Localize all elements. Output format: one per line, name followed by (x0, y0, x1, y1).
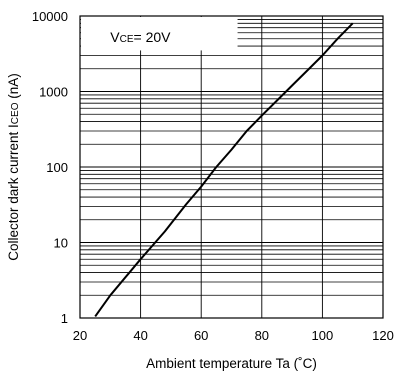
series-group (94, 22, 354, 317)
x-axis-label: Ambient temperature Ta (˚C) (146, 356, 317, 371)
y-axis-label-end: (nA) (6, 73, 21, 102)
x-tick-label-60: 60 (194, 328, 208, 343)
plot-frame (79, 15, 384, 319)
y-tick-label-1: 1 (61, 311, 68, 326)
vce-annotation: VCE= 20V (110, 29, 171, 45)
x-tick-labels: 20 40 60 80 100 120 (73, 328, 394, 343)
series-line-0 (94, 22, 354, 317)
vce-annotation-rest: = 20V (134, 29, 172, 45)
y-tick-label-10000: 10000 (32, 9, 68, 24)
x-tick-label-40: 40 (133, 328, 147, 343)
y-axis-label: Collector dark current ICEO (nA) (6, 73, 21, 261)
vce-annotation-sub: CE (120, 34, 134, 45)
x-axis-label-deg: ˚ (298, 356, 303, 371)
y-axis-label-main: Collector dark current I (6, 124, 21, 261)
y-axis-label-sub: CEO (10, 102, 21, 124)
x-axis-label-end: C) (303, 356, 317, 371)
annotation-background (81, 17, 238, 51)
y-tick-label-100: 100 (46, 160, 68, 175)
y-tick-label-1000: 1000 (39, 85, 68, 100)
x-tick-label-80: 80 (255, 328, 269, 343)
x-tick-label-120: 120 (372, 328, 394, 343)
x-tick-label-100: 100 (312, 328, 334, 343)
x-axis-label-main: Ambient temperature Ta ( (146, 356, 299, 371)
grid (80, 16, 383, 318)
y-tick-labels: 1 10 100 1000 10000 (32, 9, 68, 326)
x-tick-label-20: 20 (73, 328, 87, 343)
y-tick-label-10: 10 (54, 236, 68, 251)
vce-annotation-main: V (110, 29, 120, 45)
